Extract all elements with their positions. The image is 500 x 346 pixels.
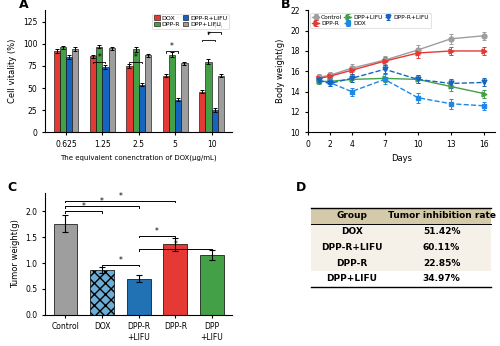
Bar: [145, 55, 151, 132]
Bar: [163, 76, 169, 132]
Text: DPP-R: DPP-R: [336, 258, 367, 267]
Legend: DOX, DPP-R, DPP-R+LIFU, DPP+LIFU: DOX, DPP-R, DPP-R+LIFU, DPP+LIFU: [152, 13, 230, 29]
Bar: [311, 224, 491, 239]
Text: 60.11%: 60.11%: [423, 243, 460, 252]
Text: C: C: [8, 181, 16, 194]
Bar: [311, 239, 491, 255]
Text: 34.97%: 34.97%: [422, 274, 461, 283]
Text: *: *: [174, 240, 178, 249]
Bar: [311, 208, 491, 224]
Text: *: *: [98, 53, 101, 62]
Bar: [108, 48, 114, 132]
Text: *: *: [134, 53, 138, 62]
Bar: [169, 55, 175, 132]
Text: B: B: [281, 0, 291, 11]
Text: A: A: [19, 0, 28, 11]
Text: Group: Group: [336, 211, 367, 220]
Bar: [200, 255, 224, 315]
Text: DPP-R+LIFU: DPP-R+LIFU: [321, 243, 382, 252]
X-axis label: Days: Days: [391, 154, 412, 163]
Text: *: *: [206, 30, 210, 39]
Bar: [212, 110, 218, 132]
Text: 51.42%: 51.42%: [423, 227, 461, 236]
Bar: [127, 279, 150, 315]
Bar: [175, 100, 182, 132]
Text: *: *: [118, 192, 122, 201]
Text: *: *: [170, 42, 174, 51]
Bar: [126, 66, 132, 132]
Bar: [164, 244, 188, 315]
Bar: [54, 51, 60, 132]
Text: D: D: [296, 181, 306, 194]
Text: *: *: [216, 16, 220, 25]
Bar: [54, 224, 78, 315]
Bar: [311, 208, 491, 224]
Bar: [218, 76, 224, 132]
Y-axis label: Tumor weight(g): Tumor weight(g): [10, 219, 20, 289]
Text: *: *: [118, 256, 122, 265]
Text: *: *: [82, 202, 86, 211]
Bar: [182, 63, 188, 132]
Y-axis label: Cell vitality (%): Cell vitality (%): [8, 39, 18, 103]
X-axis label: The equivalent conenctration of DOX(μg/mL): The equivalent conenctration of DOX(μg/m…: [60, 154, 217, 161]
Text: *: *: [213, 24, 216, 33]
Text: DOX: DOX: [340, 227, 362, 236]
Text: DPP+LIFU: DPP+LIFU: [326, 274, 377, 283]
Bar: [311, 255, 491, 271]
Y-axis label: Body weight(g): Body weight(g): [276, 39, 284, 103]
Bar: [60, 47, 66, 132]
Bar: [96, 47, 102, 132]
Bar: [66, 57, 72, 132]
Bar: [199, 92, 205, 132]
Text: 22.85%: 22.85%: [423, 258, 460, 267]
Legend: Control, DPP-R, DPP+LIFU, DOX, DPP-R+LIFU: Control, DPP-R, DPP+LIFU, DOX, DPP-R+LIF…: [310, 13, 431, 28]
Bar: [90, 270, 114, 315]
Bar: [139, 84, 145, 132]
Text: Tumor inhibition rate: Tumor inhibition rate: [388, 211, 496, 220]
Bar: [102, 67, 108, 132]
Text: *: *: [155, 227, 159, 236]
Text: *: *: [100, 197, 104, 206]
Bar: [132, 49, 139, 132]
Bar: [72, 49, 78, 132]
Bar: [206, 62, 212, 132]
Bar: [90, 56, 96, 132]
